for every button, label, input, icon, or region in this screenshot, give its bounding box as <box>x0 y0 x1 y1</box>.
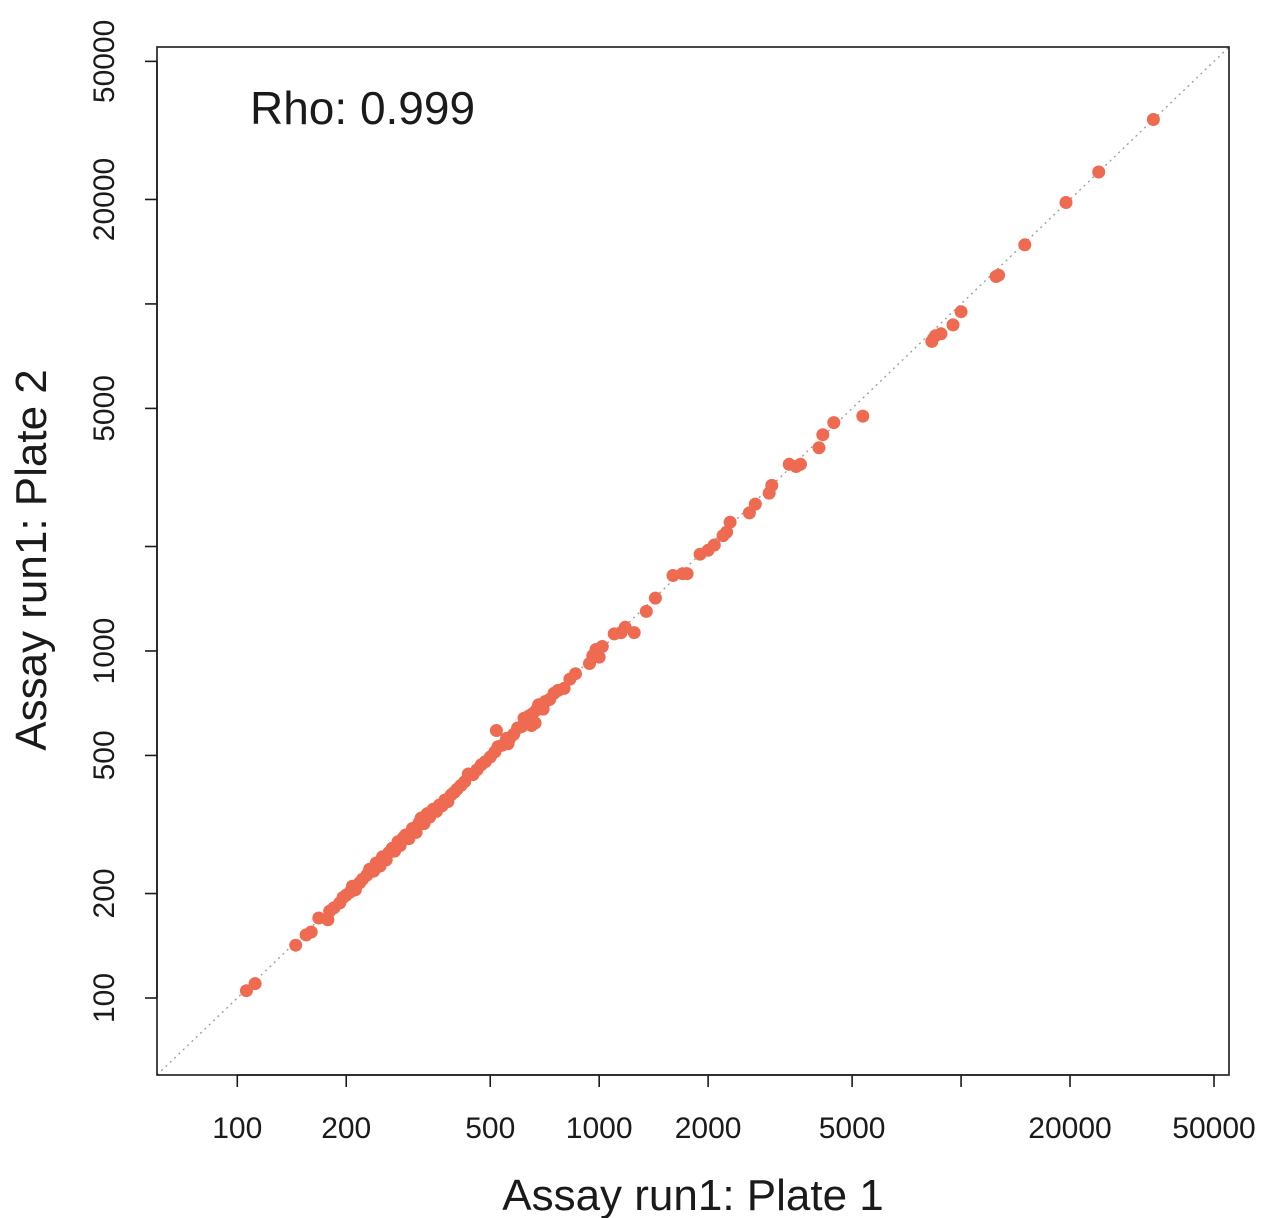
data-point <box>248 977 262 991</box>
data-point <box>536 702 550 716</box>
data-point <box>765 478 779 492</box>
data-point <box>592 650 606 664</box>
y-tick-label: 20000 <box>88 158 121 241</box>
data-point <box>595 640 609 653</box>
data-point <box>1146 113 1160 126</box>
data-point <box>723 515 737 529</box>
x-tick-label: 5000 <box>819 1112 886 1145</box>
data-point <box>1092 165 1106 179</box>
rho-annotation: Rho: 0.999 <box>250 82 475 134</box>
data-point <box>856 409 870 423</box>
y-axis-title: Assay run1: Plate 2 <box>7 369 56 751</box>
data-point <box>528 716 542 730</box>
data-point <box>1018 238 1032 252</box>
data-point <box>946 318 960 332</box>
data-point <box>304 925 318 939</box>
y-tick-label: 50000 <box>88 20 121 103</box>
data-point <box>639 604 653 618</box>
data-point <box>816 428 830 442</box>
data-point <box>648 591 662 605</box>
y-tick-label: 1000 <box>88 618 121 685</box>
x-axis: 100 200 500 1000 2000 5000 20000 50000 <box>212 1074 1256 1145</box>
x-tick-label: 20000 <box>1028 1112 1111 1145</box>
y-tick-label: 100 <box>88 973 121 1023</box>
points-layer <box>239 113 1160 998</box>
data-point <box>680 567 694 581</box>
y-axis: 100 200 500 1000 5000 20000 50000 <box>88 20 158 1023</box>
data-point <box>934 327 948 341</box>
y-tick-label: 200 <box>88 868 121 918</box>
data-point <box>794 457 807 471</box>
data-point <box>748 497 762 511</box>
x-tick-label: 100 <box>212 1112 262 1145</box>
x-tick-label: 200 <box>321 1112 371 1145</box>
data-point <box>827 416 841 430</box>
data-point <box>501 737 515 751</box>
x-tick-label: 1000 <box>566 1112 633 1145</box>
y-tick-label: 5000 <box>88 375 121 442</box>
data-point <box>489 724 503 737</box>
data-point <box>1059 196 1073 209</box>
x-tick-label: 500 <box>465 1112 515 1145</box>
data-point <box>289 938 303 952</box>
data-point <box>954 305 968 319</box>
data-point <box>239 984 253 998</box>
data-point <box>812 441 826 455</box>
data-point <box>557 681 571 695</box>
x-tick-label: 50000 <box>1172 1112 1255 1145</box>
y-tick-label: 500 <box>88 730 121 780</box>
data-point <box>569 667 582 681</box>
data-point <box>992 268 1006 282</box>
x-axis-title: Assay run1: Plate 1 <box>502 1171 884 1218</box>
data-point <box>707 538 721 552</box>
data-point <box>666 569 680 582</box>
x-tick-label: 2000 <box>675 1112 742 1145</box>
data-point <box>627 626 641 640</box>
data-point <box>720 525 734 539</box>
